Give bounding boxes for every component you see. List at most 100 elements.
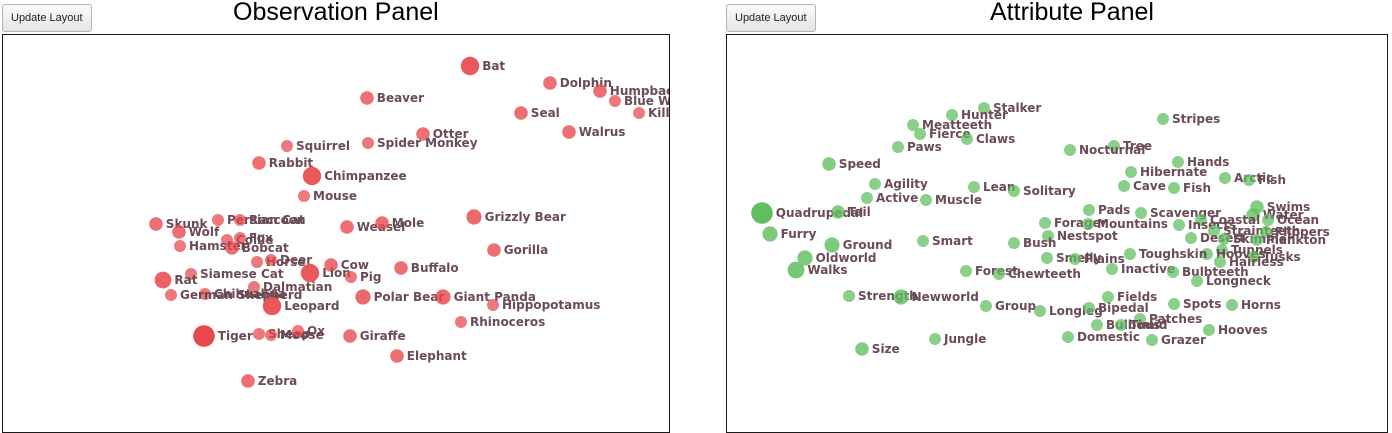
observation-node-circle[interactable]	[241, 374, 255, 388]
attribute-node-circle[interactable]	[1083, 204, 1095, 216]
attribute-node-circle[interactable]	[1218, 233, 1230, 245]
attribute-node-circle[interactable]	[1062, 331, 1074, 343]
observation-node[interactable]: Persian Cat	[212, 213, 305, 227]
attribute-node-circle[interactable]	[1195, 214, 1207, 226]
attribute-node-circle[interactable]	[787, 261, 805, 279]
attribute-node-circle[interactable]	[1008, 237, 1020, 249]
attribute-node[interactable]: Oldworld	[797, 250, 876, 266]
attribute-node-circle[interactable]	[1214, 256, 1226, 268]
observation-node-circle[interactable]	[562, 125, 576, 139]
observation-node[interactable]: Chihuahua	[199, 287, 286, 301]
attribute-node-circle[interactable]	[831, 205, 845, 219]
observation-node-circle[interactable]	[390, 349, 404, 363]
observation-node-circle[interactable]	[298, 190, 310, 202]
observation-node[interactable]: Rat	[154, 271, 198, 289]
attribute-node[interactable]: Horns	[1226, 298, 1281, 312]
observation-graph[interactable]: BatDolphinHumpbackBlue WhaleKiller Whale…	[3, 35, 669, 432]
observation-node-circle[interactable]	[487, 299, 499, 311]
attribute-node-circle[interactable]	[968, 181, 980, 193]
attribute-node-circle[interactable]	[1124, 248, 1136, 260]
observation-node-circle[interactable]	[455, 316, 467, 328]
attribute-node-circle[interactable]	[1243, 174, 1255, 186]
attribute-node[interactable]: Bush	[1008, 236, 1056, 250]
attribute-node-circle[interactable]	[1134, 313, 1146, 325]
attribute-node[interactable]: Grazer	[1146, 333, 1206, 347]
attribute-node[interactable]: Paws	[892, 140, 942, 154]
observation-node[interactable]: Killer Whale	[633, 106, 669, 120]
observation-node-circle[interactable]	[394, 261, 408, 275]
observation-node-circle[interactable]	[212, 214, 224, 226]
attribute-node-circle[interactable]	[980, 300, 992, 312]
observation-node-circle[interactable]	[487, 243, 501, 257]
attribute-node-circle[interactable]	[1216, 244, 1228, 256]
attribute-node[interactable]: Newworld	[893, 289, 979, 305]
attribute-node-circle[interactable]	[751, 202, 773, 224]
observation-node-circle[interactable]	[300, 263, 320, 283]
attribute-node-circle[interactable]	[1042, 230, 1054, 242]
observation-node-circle[interactable]	[174, 240, 186, 252]
attribute-node-circle[interactable]	[1034, 305, 1046, 317]
attribute-node-circle[interactable]	[1118, 180, 1130, 192]
attribute-node[interactable]: Smart	[917, 234, 973, 248]
attribute-node-circle[interactable]	[1135, 207, 1147, 219]
observation-node[interactable]: Tiger	[193, 325, 253, 347]
observation-canvas[interactable]: BatDolphinHumpbackBlue WhaleKiller Whale…	[2, 34, 670, 433]
attribute-node-circle[interactable]	[914, 128, 926, 140]
observation-node-circle[interactable]	[225, 241, 239, 255]
observation-node[interactable]: Spider Monkey	[362, 136, 478, 150]
observation-node-circle[interactable]	[248, 281, 260, 293]
attribute-node-circle[interactable]	[1146, 334, 1158, 346]
attribute-node[interactable]: Tree	[1108, 139, 1152, 153]
attribute-node-circle[interactable]	[960, 265, 972, 277]
observation-node[interactable]: Polar Bear	[355, 289, 444, 305]
observation-node[interactable]: Buffalo	[394, 261, 459, 275]
attribute-node-circle[interactable]	[762, 226, 778, 242]
observation-node-circle[interactable]	[154, 271, 172, 289]
observation-node[interactable]: Rabbit	[252, 156, 313, 170]
attribute-node[interactable]: Lean	[968, 180, 1015, 194]
observation-node[interactable]: Bat	[460, 56, 506, 76]
attribute-node[interactable]: Bipedal	[1083, 301, 1149, 315]
attribute-node[interactable]: Muscle	[920, 193, 982, 207]
attribute-node[interactable]: Fish	[1243, 173, 1286, 187]
attribute-node-circle[interactable]	[1172, 156, 1184, 168]
observation-node-circle[interactable]	[149, 217, 163, 231]
observation-node[interactable]: Giraffe	[343, 329, 406, 343]
attribute-node-circle[interactable]	[1039, 217, 1051, 229]
attribute-node[interactable]: Pads	[1083, 203, 1130, 217]
attribute-node-circle[interactable]	[1173, 219, 1185, 231]
attribute-node[interactable]: Fields	[1102, 290, 1157, 304]
observation-node-circle[interactable]	[165, 289, 177, 301]
attribute-node[interactable]: Cave	[1118, 179, 1166, 193]
attribute-node-circle[interactable]	[861, 192, 873, 204]
observation-node[interactable]: Beaver	[360, 91, 424, 105]
observation-node[interactable]: Siamese Cat	[185, 267, 284, 281]
attribute-node[interactable]: Agility	[869, 177, 928, 191]
observation-node-circle[interactable]	[460, 56, 480, 76]
observation-node[interactable]: Bobcat	[225, 241, 289, 255]
attribute-node-circle[interactable]	[822, 157, 836, 171]
attribute-node-circle[interactable]	[869, 178, 881, 190]
attribute-node-circle[interactable]	[1260, 226, 1272, 238]
attribute-node-circle[interactable]	[1106, 263, 1118, 275]
attribute-node[interactable]: Plankton	[1251, 233, 1326, 247]
attribute-node[interactable]: Skimmer	[1218, 232, 1293, 246]
observation-node-circle[interactable]	[593, 84, 607, 98]
attribute-node[interactable]: Hibernate	[1125, 165, 1207, 179]
attribute-node-circle[interactable]	[978, 102, 990, 114]
attribute-node[interactable]: Flippers	[1260, 225, 1330, 239]
attribute-node-circle[interactable]	[1091, 319, 1103, 331]
attribute-node-circle[interactable]	[1262, 214, 1274, 226]
attribute-node[interactable]: Insects	[1173, 218, 1236, 232]
attribute-node[interactable]: Longneck	[1191, 274, 1272, 288]
attribute-node[interactable]: Coastal	[1195, 213, 1260, 227]
attribute-node[interactable]: Chewteeth	[993, 267, 1081, 281]
observation-node-circle[interactable]	[343, 329, 357, 343]
observation-node-circle[interactable]	[345, 271, 357, 283]
attribute-node-circle[interactable]	[917, 235, 929, 247]
observation-node[interactable]: Deer	[265, 253, 312, 267]
attribute-update-layout-button[interactable]: Update Layout	[726, 4, 816, 32]
observation-update-layout-button[interactable]: Update Layout	[2, 4, 92, 32]
attribute-node-circle[interactable]	[1208, 225, 1220, 237]
